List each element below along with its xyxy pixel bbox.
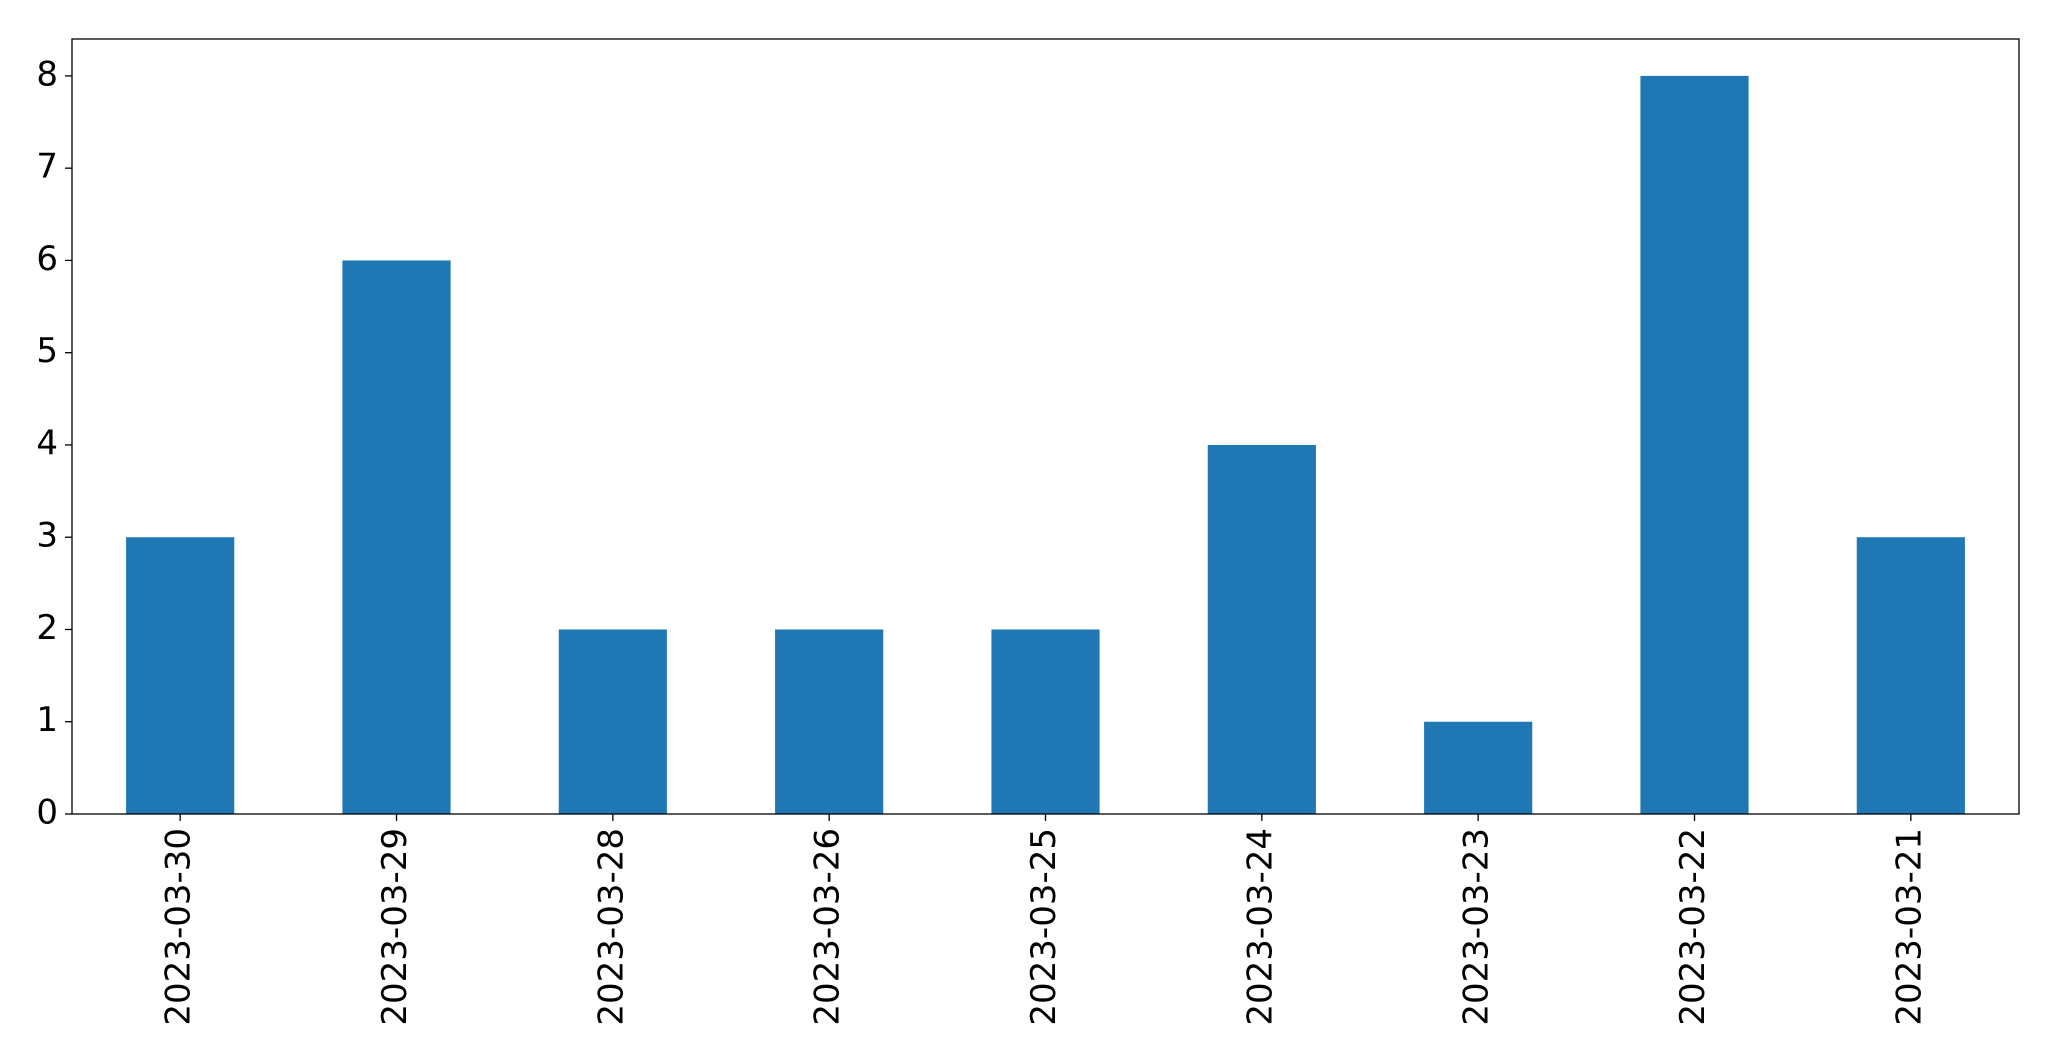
y-tick-label: 7 xyxy=(36,147,58,187)
x-tick-label: 2023-03-30 xyxy=(159,828,199,1026)
x-tick-label: 2023-03-22 xyxy=(1673,828,1713,1026)
y-tick-label: 6 xyxy=(36,239,58,279)
x-tick-label: 2023-03-25 xyxy=(1024,828,1064,1026)
plot-frame xyxy=(71,38,2020,815)
bar xyxy=(126,537,235,814)
bar xyxy=(775,629,884,814)
x-tick-label: 2023-03-29 xyxy=(375,828,415,1026)
bar xyxy=(558,629,667,814)
bar xyxy=(1207,444,1316,814)
x-tick-label: 2023-03-24 xyxy=(1240,828,1280,1026)
bar xyxy=(342,260,451,814)
x-tick-label: 2023-03-23 xyxy=(1457,828,1497,1026)
bar xyxy=(1640,75,1749,814)
y-tick-label: 1 xyxy=(36,700,58,740)
y-tick-label: 8 xyxy=(36,54,58,94)
y-tick-label: 2 xyxy=(36,608,58,648)
bar xyxy=(1856,537,1965,814)
y-tick-label: 0 xyxy=(36,793,58,833)
x-tick-label: 2023-03-26 xyxy=(808,828,848,1026)
bar xyxy=(991,629,1100,814)
y-tick-label: 3 xyxy=(36,516,58,556)
x-tick-label: 2023-03-21 xyxy=(1889,828,1929,1026)
y-tick-label: 5 xyxy=(36,331,58,371)
bar xyxy=(1424,721,1533,814)
x-tick-label: 2023-03-28 xyxy=(591,828,631,1026)
y-tick-label: 4 xyxy=(36,423,58,463)
